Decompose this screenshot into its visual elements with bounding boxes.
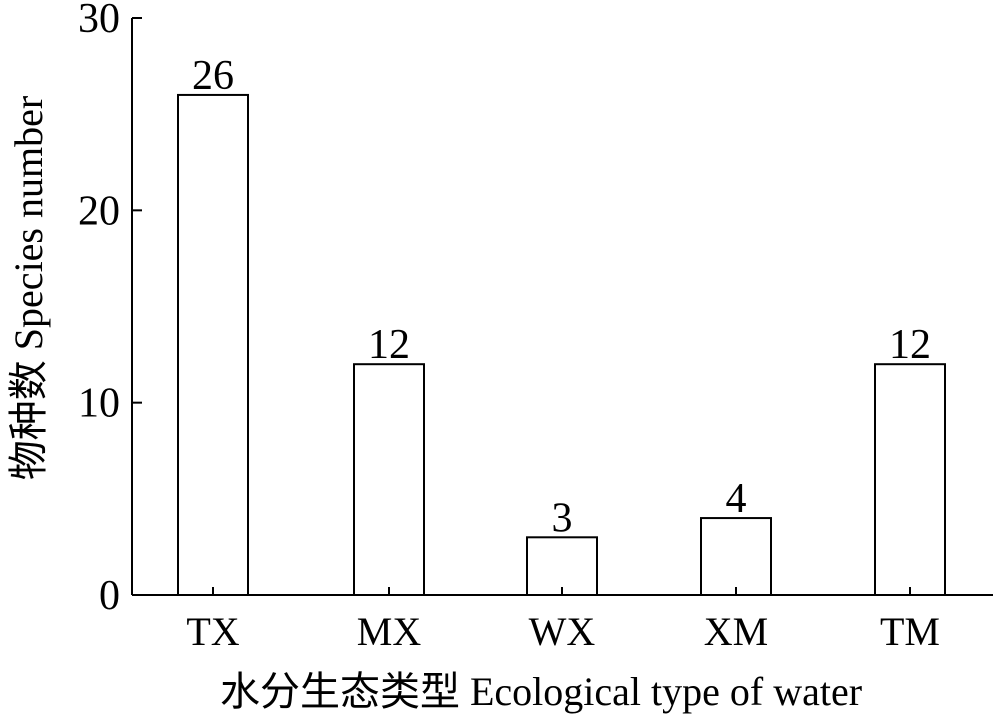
bar-mx (353, 363, 425, 597)
x-ticks: TX MX WX XM TM (186, 587, 940, 654)
x-tick-label-wx: WX (529, 609, 596, 654)
y-tick-label: 0 (99, 573, 120, 619)
bar-wx (526, 536, 598, 596)
x-tick-label-xm: XM (704, 609, 768, 654)
data-label-wx: 3 (552, 495, 573, 541)
data-label-tm: 12 (889, 322, 931, 368)
x-tick-label-tm: TM (880, 609, 940, 654)
y-tick-label: 20 (78, 188, 120, 234)
data-label-xm: 4 (726, 476, 747, 522)
bars: 26 12 3 4 12 (177, 53, 946, 597)
bar-xm (700, 517, 772, 596)
data-label-tx: 26 (192, 53, 234, 99)
x-axis-title: 水分生态类型 Ecological type of water (220, 669, 862, 714)
bar-tx (177, 93, 249, 597)
y-axis-title: 物种数 Species number (6, 96, 51, 480)
x-tick-label-tx: TX (186, 609, 239, 654)
bar-tm (874, 363, 946, 597)
data-label-mx: 12 (368, 322, 410, 368)
y-tick-label: 30 (78, 0, 120, 42)
x-tick-label-mx: MX (357, 609, 422, 654)
y-ticks: 0 10 20 30 (78, 0, 142, 619)
y-tick-label: 10 (78, 381, 120, 427)
